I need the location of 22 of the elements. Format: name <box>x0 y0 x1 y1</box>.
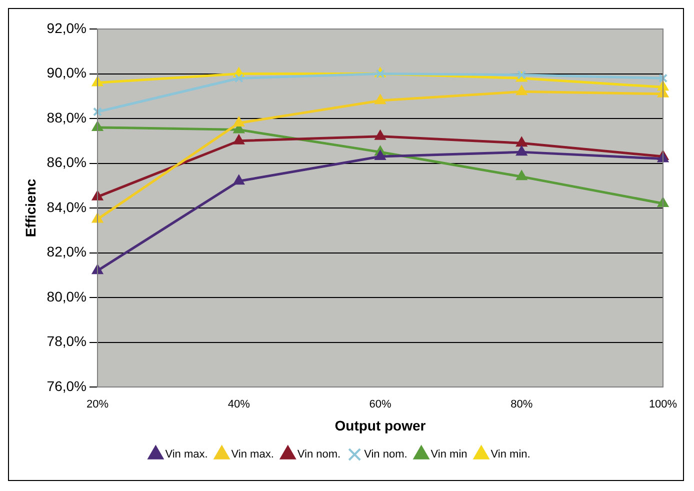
legend-label: Vin max. <box>165 448 208 461</box>
x-axis-title: Output power <box>334 417 426 434</box>
y-tick-label: 88,0% <box>46 109 86 126</box>
y-tick-label: 76,0% <box>46 378 86 394</box>
x-tick-label: 80% <box>510 398 533 411</box>
legend-label: Vin nom. <box>297 448 341 461</box>
y-tick-label: 90,0% <box>46 64 86 81</box>
y-tick-label: 86,0% <box>46 154 86 170</box>
y-tick-label: 80,0% <box>46 288 86 304</box>
legend-label: Vin min <box>430 448 468 461</box>
x-tick-label: 60% <box>369 398 392 411</box>
y-tick-label: 92,0% <box>46 20 86 36</box>
legend-label: Vin max. <box>231 448 274 461</box>
y-tick-label: 82,0% <box>46 244 86 260</box>
x-tick-label: 20% <box>86 398 109 411</box>
legend-label: Vin nom. <box>364 448 408 461</box>
y-tick-label: 78,0% <box>46 333 86 350</box>
y-axis-title: Efficienc <box>22 178 38 238</box>
y-tick-label: 84,0% <box>46 198 86 215</box>
legend-label: Vin min. <box>490 448 530 461</box>
x-tick-label: 40% <box>228 398 250 411</box>
x-tick-label: 100% <box>648 398 678 411</box>
